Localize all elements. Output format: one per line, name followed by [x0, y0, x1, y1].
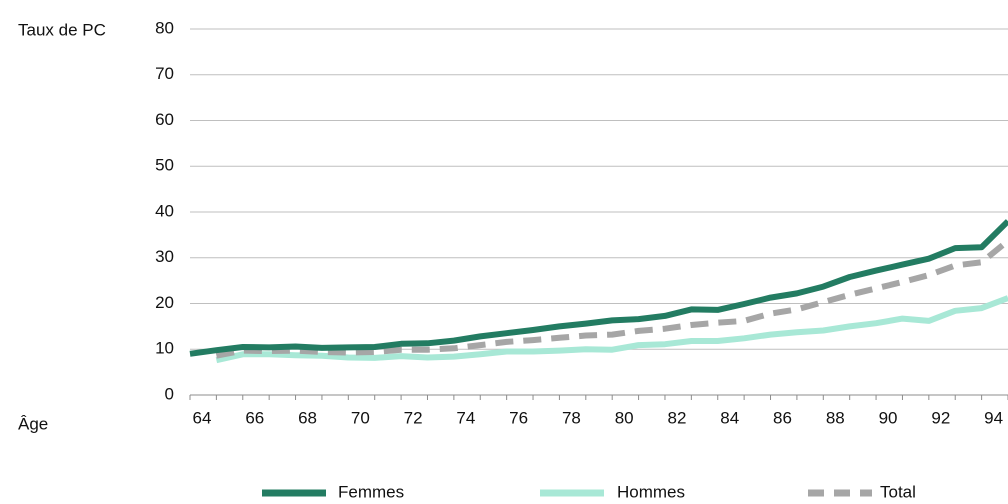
series-line-total	[215, 238, 1008, 359]
x-tick-label: 92	[931, 408, 950, 427]
legend: Femmes Hommes Total	[262, 482, 916, 501]
x-tick-label: 88	[826, 408, 845, 427]
x-tick-label: 80	[615, 408, 634, 427]
series-line-hommes	[215, 295, 1008, 364]
y-tick-label: 80	[155, 18, 174, 37]
x-tick-label: 74	[456, 408, 475, 427]
y-tick-label: 20	[155, 293, 174, 312]
x-tick-label: 70	[351, 408, 370, 427]
legend-label-femmes: Femmes	[338, 482, 404, 501]
series-line-femmes	[189, 219, 1008, 357]
legend-item-hommes: Hommes	[540, 482, 685, 501]
legend-label-hommes: Hommes	[617, 482, 685, 501]
x-tick-label: 66	[245, 408, 264, 427]
y-tick-label: 70	[155, 64, 174, 83]
axis-labels: Taux de PC Âge	[18, 20, 106, 433]
x-tick-label: 82	[668, 408, 687, 427]
legend-label-total: Total	[880, 482, 916, 501]
y-tick-label: 30	[155, 247, 174, 266]
x-tick-label: 94	[984, 408, 1003, 427]
x-tick-label: 64	[193, 408, 212, 427]
series-lines	[189, 219, 1008, 364]
x-tick-label: 68	[298, 408, 317, 427]
x-axis-title: Âge	[18, 414, 48, 433]
x-tick-label: 76	[509, 408, 528, 427]
x-tick-label: 78	[562, 408, 581, 427]
y-tick-label: 0	[165, 384, 174, 403]
x-tick-label: 72	[404, 408, 423, 427]
y-tick-label: 50	[155, 156, 174, 175]
legend-item-total: Total	[808, 482, 916, 501]
legend-item-femmes: Femmes	[262, 482, 404, 501]
x-tick-label: 90	[879, 408, 898, 427]
axes: 0 10 20 30 40 50 60 70 80 64 66 68 70 72 74 76 78 80 82 84 8…	[155, 18, 1008, 427]
y-tick-label: 60	[155, 110, 174, 129]
y-tick-label: 10	[155, 339, 174, 358]
x-tick-label: 84	[720, 408, 739, 427]
y-tick-label: 40	[155, 201, 174, 220]
x-tick-label: 86	[773, 408, 792, 427]
y-axis-title: Taux de PC	[18, 20, 106, 39]
gridlines	[190, 28, 1008, 350]
